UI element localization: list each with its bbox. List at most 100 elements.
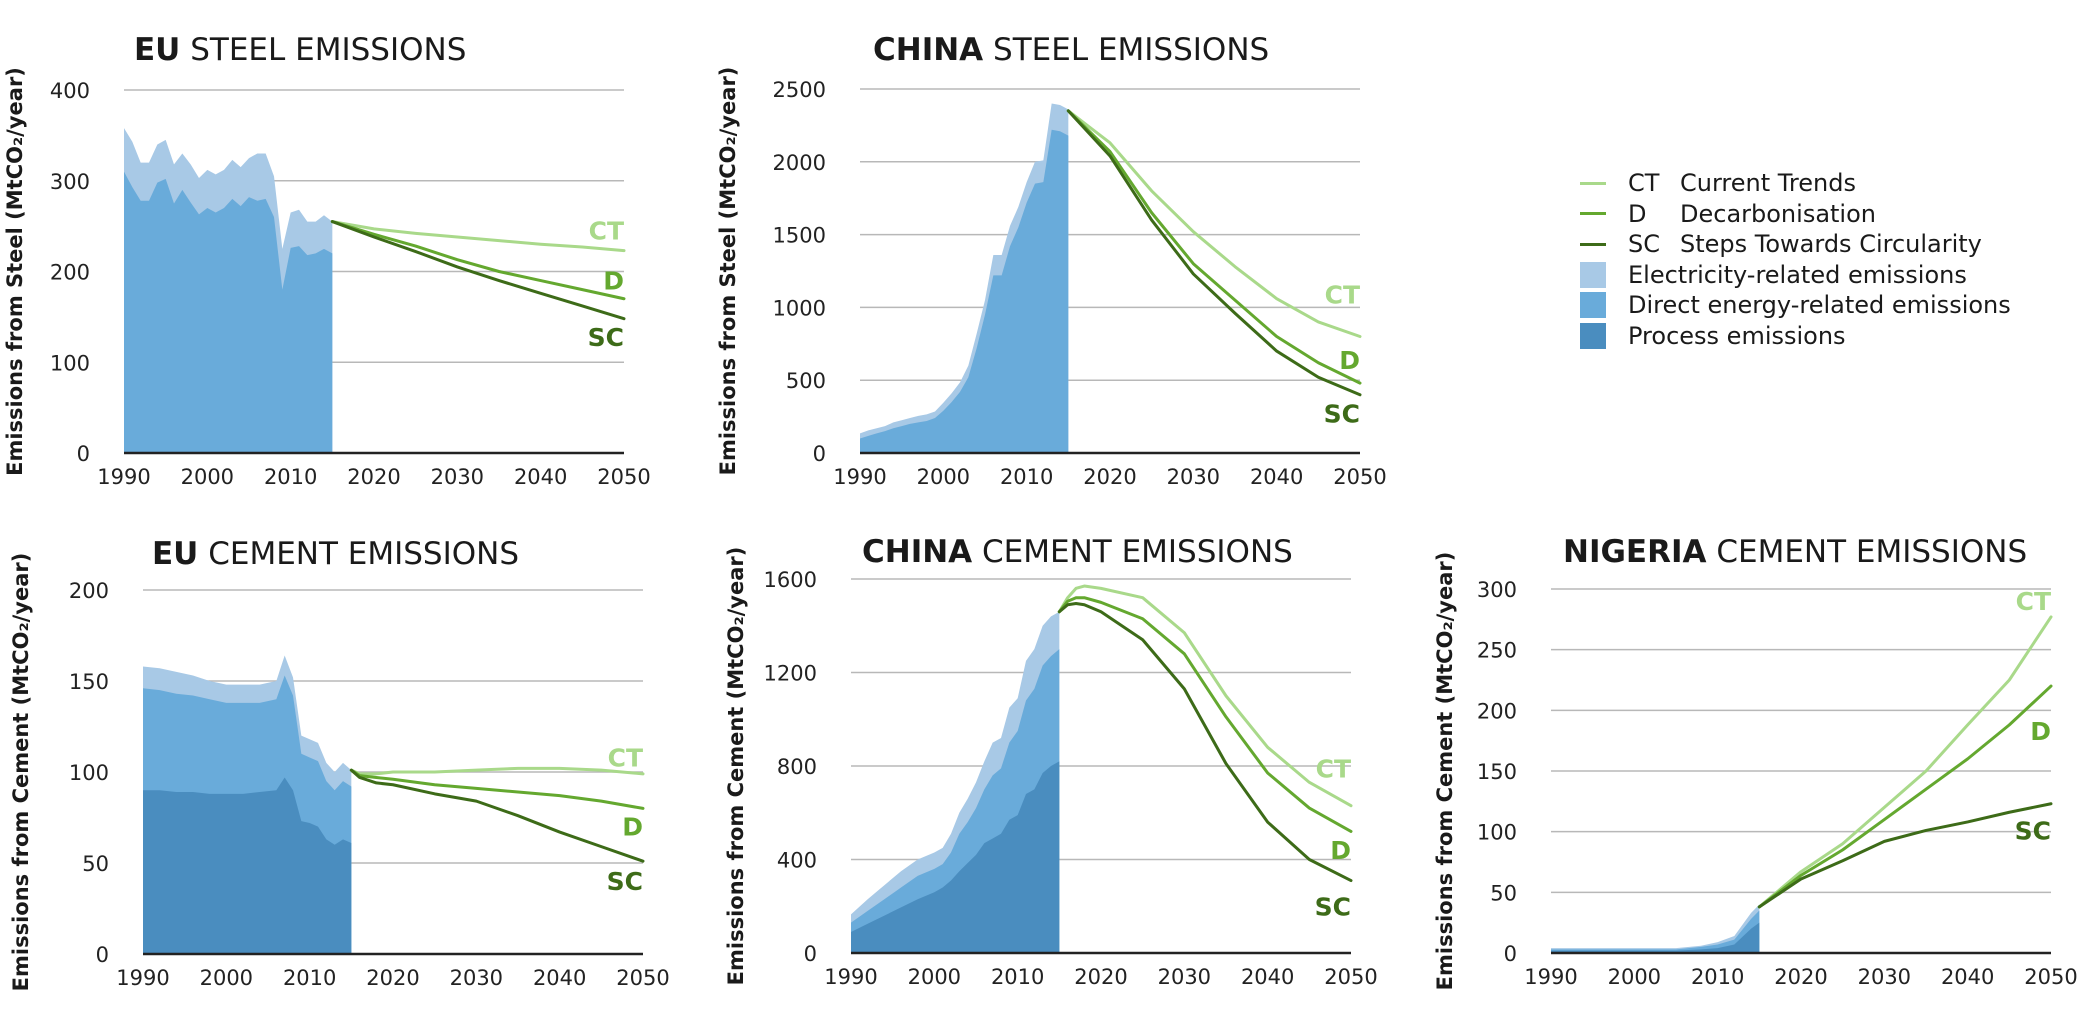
x-tick-label: 1990 bbox=[833, 465, 886, 489]
y-tick-label: 0 bbox=[1504, 942, 1517, 966]
nigeria-cement-title-rest: CEMENT EMISSIONS bbox=[1716, 534, 2028, 570]
x-tick-label: 2000 bbox=[908, 965, 961, 989]
x-tick-label: 2000 bbox=[917, 465, 970, 489]
y-tick-label: 500 bbox=[786, 369, 826, 393]
eu-cement-title: EU CEMENT EMISSIONS bbox=[152, 536, 519, 572]
china-steel-title-rest: STEEL EMISSIONS bbox=[993, 32, 1270, 68]
y-tick-label: 1500 bbox=[773, 224, 826, 248]
line-d bbox=[1066, 109, 1362, 385]
legend-swatch-sc bbox=[1580, 242, 1606, 246]
legend-code-ct: CT bbox=[1628, 169, 1660, 198]
y-axis-label: Emissions from Steel (MtCO₂/year) bbox=[3, 67, 27, 476]
y-axis-label: Emissions from Cement (MtCO₂/year) bbox=[9, 553, 33, 992]
line-sc bbox=[349, 768, 645, 863]
x-tick-label: 2010 bbox=[1000, 465, 1053, 489]
x-tick-label: 2000 bbox=[1608, 965, 1661, 989]
x-tick-label: 2050 bbox=[1333, 465, 1386, 489]
x-tick-label: 2030 bbox=[450, 966, 503, 990]
legend-code-d: D bbox=[1628, 199, 1647, 228]
y-tick-label: 50 bbox=[82, 852, 109, 876]
y-tick-label: 300 bbox=[50, 170, 90, 194]
legend-item-d: D Decarbonisation bbox=[1580, 199, 2011, 230]
legend-swatch-d bbox=[1580, 212, 1606, 216]
scenario-label-sc: SC bbox=[588, 323, 624, 352]
line-sc bbox=[1757, 802, 2053, 909]
x-tick-label: 2030 bbox=[431, 465, 484, 489]
y-tick-label: 100 bbox=[50, 351, 90, 375]
scenario-label-ct: CT bbox=[589, 217, 624, 246]
nigeria-cement-title-bold: NIGERIA bbox=[1563, 534, 1707, 570]
legend-item-sc: SC Steps Towards Circularity bbox=[1580, 229, 2011, 260]
china-cement-chart: 0 400 800 1200 1600 1990 2000 2010 2020 2030 2040 2… bbox=[724, 547, 1378, 989]
y-tick-label: 400 bbox=[50, 79, 90, 103]
x-tick-label: 2030 bbox=[1858, 965, 1911, 989]
scenario-label-sc: SC bbox=[1324, 400, 1360, 429]
china-cement-title: CHINA CEMENT EMISSIONS bbox=[862, 534, 1293, 570]
y-tick-label: 100 bbox=[1477, 821, 1517, 845]
legend-swatch-process bbox=[1580, 322, 1606, 349]
scenario-label-ct: CT bbox=[1325, 280, 1360, 309]
scenario-label-sc: SC bbox=[2015, 816, 2051, 845]
scenario-label-sc: SC bbox=[1315, 892, 1351, 921]
area-direct bbox=[124, 171, 333, 454]
scenario-label-d: D bbox=[622, 813, 643, 842]
nigeria-cement-chart: 0 50 100 150 200 250 300 1990 2000 2010 2020 2030 20… bbox=[1433, 552, 2078, 991]
y-tick-label: 2500 bbox=[773, 78, 826, 102]
y-axis-label: Emissions from Cement (MtCO₂/year) bbox=[724, 547, 748, 986]
y-tick-label: 1600 bbox=[764, 568, 817, 592]
eu-steel-title-rest: STEEL EMISSIONS bbox=[190, 32, 467, 68]
y-tick-label: 50 bbox=[1490, 881, 1517, 905]
eu-steel-title: EU STEEL EMISSIONS bbox=[134, 32, 466, 68]
scenario-label-ct: CT bbox=[2016, 587, 2051, 616]
line-sc bbox=[1066, 109, 1362, 397]
y-tick-label: 200 bbox=[69, 579, 109, 603]
x-tick-label: 2010 bbox=[264, 465, 317, 489]
legend-item-direct: Direct energy-related emissions bbox=[1580, 290, 2011, 321]
x-tick-label: 1990 bbox=[97, 465, 150, 489]
eu-cement-title-bold: EU bbox=[152, 536, 199, 572]
legend-swatch-direct bbox=[1580, 292, 1606, 319]
legend-item-electricity: Electricity-related emissions bbox=[1580, 260, 2011, 291]
x-tick-label: 1990 bbox=[824, 965, 877, 989]
y-tick-label: 1000 bbox=[773, 296, 826, 320]
area-direct bbox=[860, 129, 1069, 453]
legend: CT Current Trends D Decarbonisation SC S… bbox=[1580, 168, 2011, 351]
y-tick-label: 250 bbox=[1477, 639, 1517, 663]
y-tick-label: 0 bbox=[813, 442, 826, 466]
line-ct bbox=[1757, 615, 2053, 909]
area-process bbox=[143, 777, 352, 954]
y-tick-label: 0 bbox=[77, 442, 90, 466]
legend-label-process: Process emissions bbox=[1628, 321, 1846, 350]
china-steel-title: CHINA STEEL EMISSIONS bbox=[873, 32, 1269, 68]
y-tick-label: 150 bbox=[69, 670, 109, 694]
x-tick-label: 2020 bbox=[366, 966, 419, 990]
legend-item-process: Process emissions bbox=[1580, 321, 2011, 352]
line-ct bbox=[330, 220, 626, 253]
legend-code-sc: SC bbox=[1628, 230, 1660, 259]
scenario-label-d: D bbox=[2030, 717, 2051, 746]
eu-cement-chart: 0 50 100 150 200 1990 2000 2010 2020 2030 2040 2050… bbox=[9, 553, 670, 992]
line-sc bbox=[1057, 602, 1353, 883]
line-d bbox=[330, 220, 626, 301]
x-tick-label: 2030 bbox=[1167, 465, 1220, 489]
y-tick-label: 200 bbox=[1477, 699, 1517, 723]
legend-label-sc: Steps Towards Circularity bbox=[1680, 230, 1982, 259]
nigeria-cement-title: NIGERIA CEMENT EMISSIONS bbox=[1563, 534, 2027, 570]
x-tick-label: 2020 bbox=[347, 465, 400, 489]
y-tick-label: 1200 bbox=[764, 662, 817, 686]
scenario-label-ct: CT bbox=[1316, 754, 1351, 783]
x-tick-label: 2040 bbox=[1250, 465, 1303, 489]
y-tick-label: 0 bbox=[804, 942, 817, 966]
china-steel-title-bold: CHINA bbox=[873, 32, 984, 68]
y-tick-label: 800 bbox=[777, 755, 817, 779]
y-tick-label: 400 bbox=[777, 849, 817, 873]
x-tick-label: 2000 bbox=[200, 966, 253, 990]
x-tick-label: 2020 bbox=[1774, 965, 1827, 989]
y-tick-label: 300 bbox=[1477, 578, 1517, 602]
x-tick-label: 2050 bbox=[1324, 965, 1377, 989]
x-tick-label: 2040 bbox=[1241, 965, 1294, 989]
area-process bbox=[851, 761, 1060, 953]
x-tick-label: 2040 bbox=[1941, 965, 1994, 989]
y-tick-label: 200 bbox=[50, 261, 90, 285]
line-d bbox=[1757, 684, 2053, 909]
